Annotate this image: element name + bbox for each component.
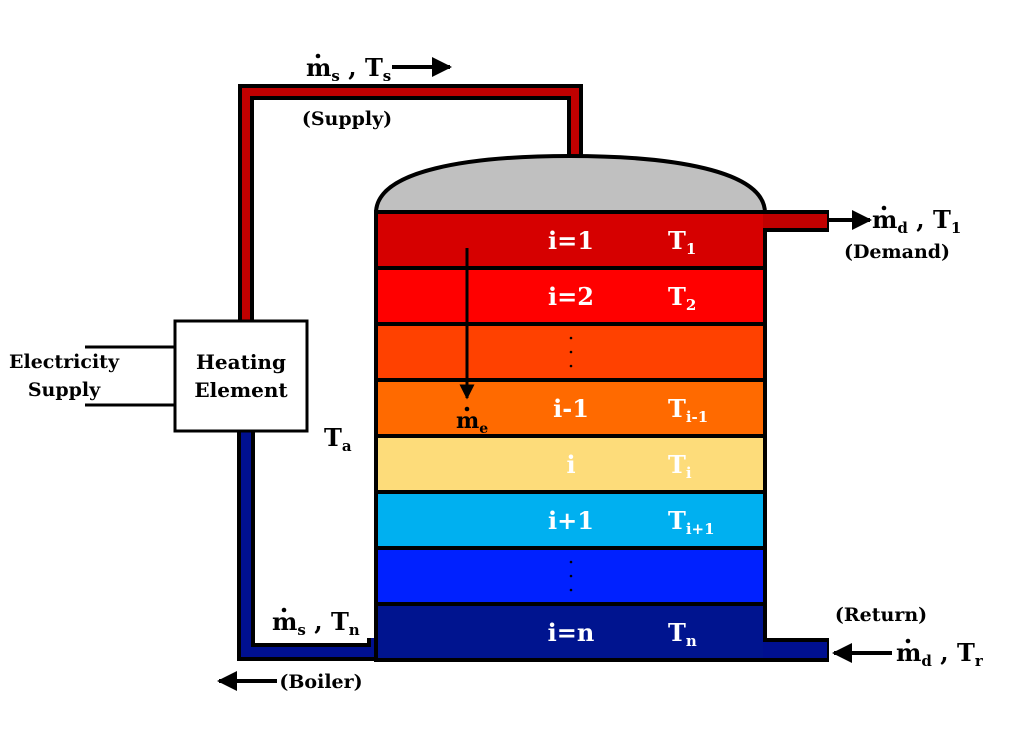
boiler-label: (Boiler) — [279, 671, 362, 693]
layer-temp-label: Tn — [668, 618, 697, 650]
demand-flow-label: md , T1 — [829, 205, 961, 237]
layer-temp-label: Ti — [668, 450, 692, 482]
ambient-temp-label: Ta — [324, 423, 352, 455]
layer-index-label: i — [566, 450, 575, 479]
heating-element-label-2: Element — [194, 378, 288, 402]
layer-temp-label: T2 — [668, 282, 696, 314]
layer-index-label: i+1 — [548, 506, 594, 535]
layer-index-label: i=1 — [548, 226, 594, 255]
return-inlet-pipe — [763, 638, 829, 662]
supply-pipe — [238, 84, 583, 322]
tank-layer — [374, 210, 767, 270]
demand-outlet-pipe — [763, 210, 829, 232]
heating-element-label-1: Heating — [196, 350, 286, 374]
tank-layers: i=1 T1 i=2 T2 i-1 Ti-1 i Ti i+1 Ti+1 i=n Tn — [374, 210, 767, 662]
layer-index-label: i-1 — [553, 394, 589, 423]
layer-index-label: i=2 — [548, 282, 594, 311]
tank-layer — [374, 434, 767, 494]
svg-text:ms , Ts: ms , Ts — [306, 53, 391, 85]
layer-temp-label: Ti-1 — [668, 394, 708, 426]
continuation-dot — [569, 574, 573, 578]
boiler-flow-label: ms , Tn — [272, 607, 360, 639]
svg-text:ms , Tn: ms , Tn — [272, 607, 360, 639]
mixing-flow-label: me — [456, 408, 488, 437]
supply-flow-label: ms , Ts — [306, 53, 452, 85]
demand-label: (Demand) — [844, 241, 950, 263]
continuation-dot — [569, 560, 573, 564]
return-label: (Return) — [835, 604, 927, 626]
continuation-dot — [569, 350, 573, 354]
return-flow-label: md , Tr — [832, 638, 984, 670]
electricity-label-2: Supply — [28, 379, 101, 401]
svg-text:md , Tr: md , Tr — [896, 638, 984, 670]
layer-temp-label: Ti+1 — [668, 506, 715, 538]
continuation-dot — [569, 336, 573, 340]
tank-dome — [373, 153, 768, 215]
tank-outline — [374, 210, 767, 662]
continuation-dot — [569, 588, 573, 592]
supply-label: (Supply) — [302, 108, 392, 130]
heating-element-box — [173, 319, 309, 433]
electricity-label-1: Electricity — [9, 351, 120, 373]
svg-text:md , T1: md , T1 — [872, 205, 961, 237]
tank-layer — [374, 490, 767, 550]
layer-temp-label: T1 — [668, 226, 696, 258]
layer-index-label: i=n — [548, 618, 595, 647]
continuation-dot — [569, 364, 573, 368]
